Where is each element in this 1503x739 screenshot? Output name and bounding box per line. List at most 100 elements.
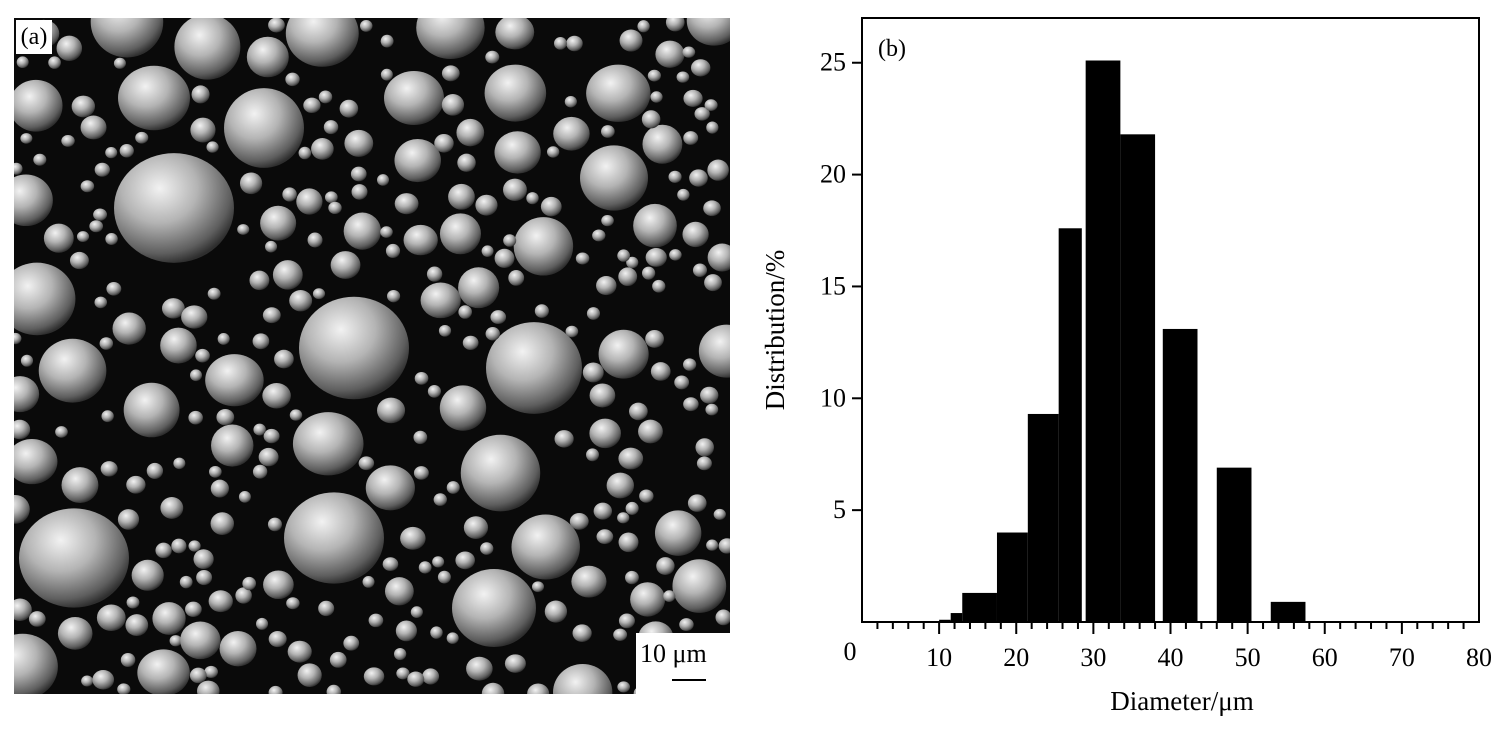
powder-particle <box>606 472 635 499</box>
powder-particle <box>458 305 472 319</box>
powder-particle <box>527 683 550 694</box>
powder-particle <box>441 65 460 82</box>
origin-label: 0 <box>844 637 857 666</box>
powder-particle <box>485 50 500 64</box>
powder-particle <box>394 193 419 215</box>
powder-particle <box>285 72 300 87</box>
x-tick-label: 60 <box>1312 643 1338 672</box>
powder-particle <box>235 587 252 604</box>
powder-particle <box>380 68 393 81</box>
powder-particle <box>268 18 285 33</box>
powder-particle <box>439 385 487 431</box>
powder-particle <box>706 539 719 551</box>
powder-particle <box>191 85 210 104</box>
powder-particle <box>540 196 562 217</box>
powder-particle <box>598 329 649 379</box>
powder-particle <box>14 598 32 621</box>
powder-particle <box>286 597 300 610</box>
powder-particle <box>117 509 140 530</box>
powder-particle <box>242 576 257 591</box>
histogram-bar <box>996 532 1028 622</box>
powder-particle <box>96 604 126 632</box>
powder-particle <box>160 497 184 519</box>
powder-particle <box>267 517 282 532</box>
powder-particle <box>580 145 648 211</box>
powder-particle <box>126 596 140 609</box>
powder-particle <box>677 188 690 201</box>
powder-particle <box>298 146 312 160</box>
powder-particle <box>362 575 375 588</box>
x-tick-label: 50 <box>1235 643 1261 672</box>
powder-particle <box>674 375 690 390</box>
powder-particle <box>589 383 616 408</box>
powder-particle <box>282 187 297 202</box>
powder-particle <box>416 18 485 60</box>
powder-particle <box>351 184 368 200</box>
powder-particle <box>188 540 201 552</box>
powder-particle <box>582 362 604 383</box>
powder-particle <box>206 141 219 153</box>
powder-particle <box>380 34 394 48</box>
scale-bar: 10 μm <box>636 633 730 694</box>
powder-particle <box>363 667 385 686</box>
histogram-bar <box>962 592 997 622</box>
powder-particle <box>76 231 90 243</box>
powder-particle <box>268 685 283 694</box>
powder-particle <box>152 602 186 635</box>
powder-particle <box>689 169 708 187</box>
y-tick-label: 10 <box>820 383 846 412</box>
panel-b-label: (b) <box>878 36 906 62</box>
powder-particle <box>208 590 233 613</box>
histogram-bar <box>1027 413 1059 622</box>
x-tick-label: 10 <box>926 643 952 672</box>
powder-particle <box>365 465 415 511</box>
powder-particle <box>118 65 190 131</box>
powder-particle <box>393 647 407 661</box>
powder-particle <box>38 338 107 403</box>
powder-particle <box>676 71 690 83</box>
powder-particle <box>633 203 677 248</box>
powder-particle <box>311 138 334 160</box>
powder-particle <box>481 245 494 257</box>
powder-particle <box>179 575 193 589</box>
powder-particle <box>463 516 489 539</box>
x-tick-label: 20 <box>1003 643 1029 672</box>
histogram-bar <box>1270 601 1306 622</box>
powder-particle <box>618 532 639 553</box>
powder-particle <box>596 276 617 296</box>
powder-particle <box>329 651 347 668</box>
histogram-bar <box>1120 134 1156 622</box>
powder-particle <box>343 212 382 250</box>
powder-particle <box>718 538 730 554</box>
powder-particle <box>462 335 479 351</box>
powder-particle <box>630 582 666 617</box>
powder-particle <box>619 29 643 52</box>
powder-particle <box>494 248 515 268</box>
powder-particle <box>641 110 661 129</box>
powder-particle <box>14 162 23 175</box>
powder-particle <box>312 288 326 300</box>
powder-particle <box>638 419 663 444</box>
powder-particle <box>553 37 567 50</box>
powder-particle <box>211 424 254 467</box>
powder-particle <box>460 434 541 512</box>
scale-bar-text: 10 μm <box>640 639 707 668</box>
powder-particle <box>94 296 108 309</box>
powder-particle <box>260 205 297 241</box>
powder-particle <box>625 501 639 515</box>
powder-particle <box>71 95 96 118</box>
powder-particle <box>503 234 517 247</box>
powder-particle <box>654 510 702 556</box>
powder-particle <box>564 95 577 108</box>
y-tick-label: 15 <box>820 271 846 300</box>
powder-particle <box>185 601 202 617</box>
powder-particle <box>272 260 303 290</box>
powder-particle <box>190 117 216 143</box>
powder-particle <box>625 570 639 585</box>
x-tick-label: 30 <box>1080 643 1106 672</box>
powder-particle <box>14 439 58 485</box>
histogram-bar <box>1058 228 1082 622</box>
powder-particle <box>94 162 110 177</box>
x-tick-label: 80 <box>1466 643 1492 672</box>
powder-particle <box>700 386 719 404</box>
